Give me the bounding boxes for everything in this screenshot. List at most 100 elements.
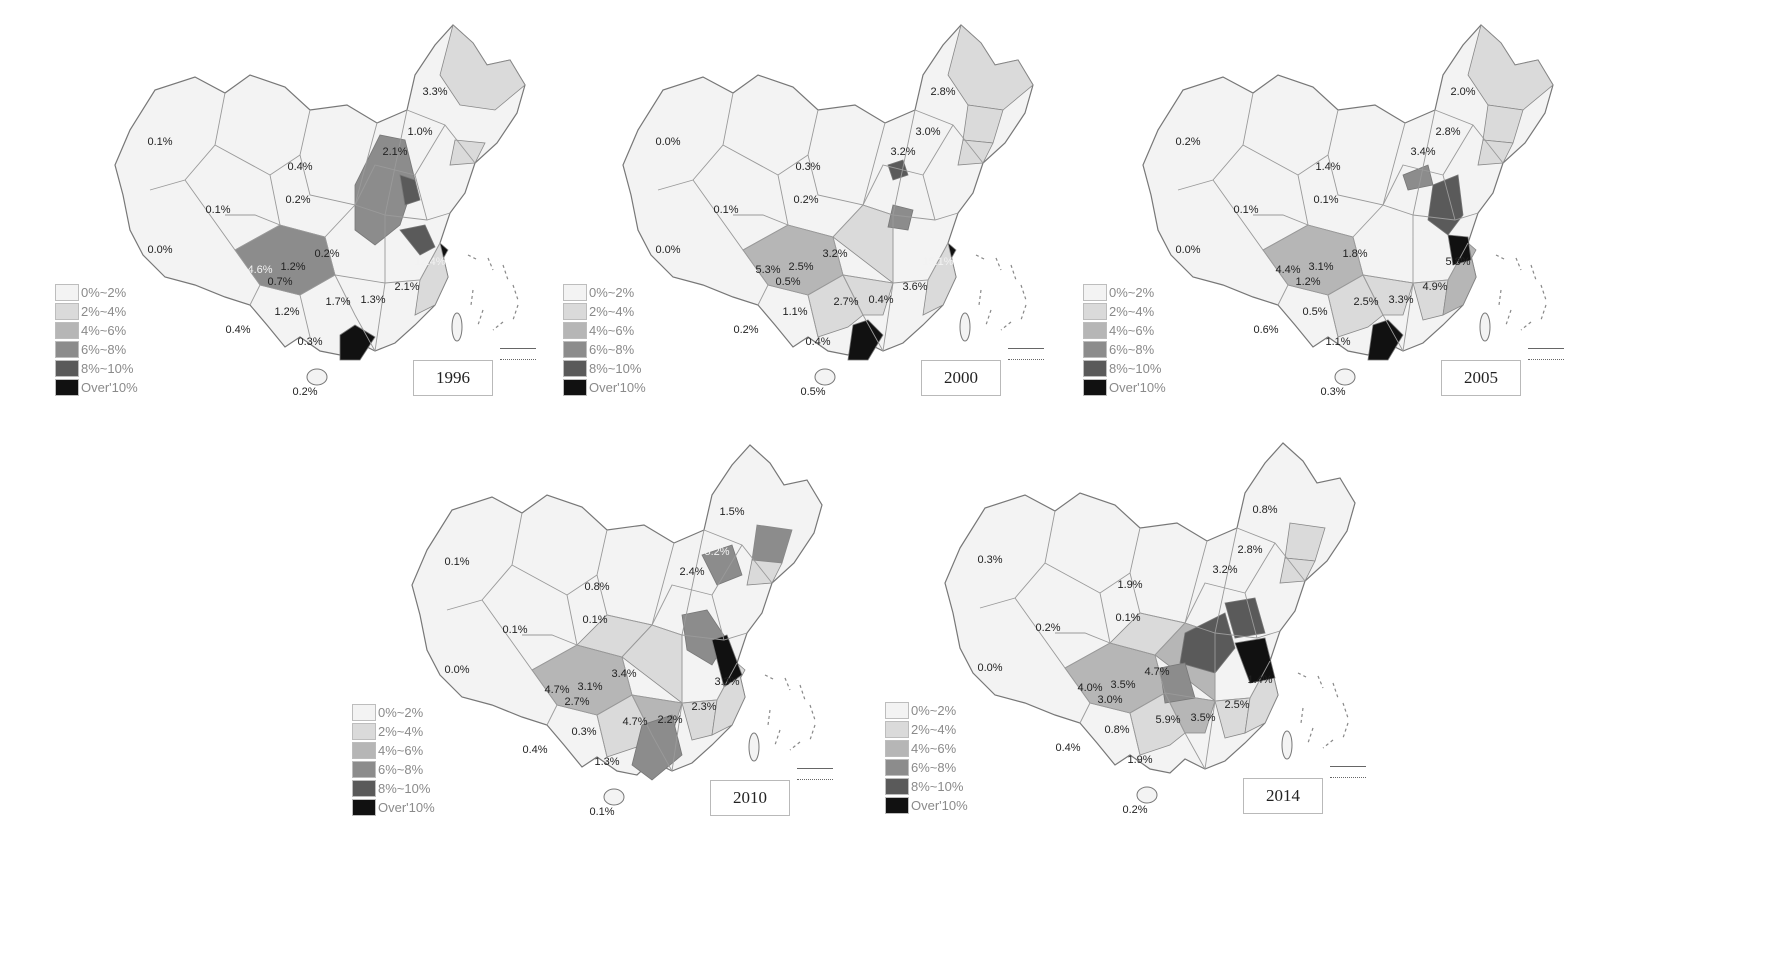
legend-entry: 2%~4% [885,720,995,739]
taiwan-island [748,732,760,762]
region-percent-label: 3.4% [1410,146,1435,158]
province-boundary [1214,660,1271,702]
region-percent-label: 0.1% [1233,204,1258,216]
province-boundary [671,702,683,772]
province-boundary [522,634,578,646]
region-percent-label: 0.3% [1320,386,1345,398]
province-boundary [681,662,738,704]
inset-boundary [764,674,816,751]
legend-label: 8%~10% [1109,361,1162,376]
legend-label: 6%~8% [1109,342,1155,357]
province-boundary [1327,294,1339,338]
legend-entry: Over'10% [563,378,673,397]
region-percent-label: 0.0% [444,664,469,676]
legend-entry: 0%~2% [563,283,673,302]
region-percent-label: 1.2% [274,306,299,318]
province-region [1402,164,1434,191]
province-region [1224,597,1266,639]
province-boundary [531,669,633,716]
legend-entry: 8%~10% [563,359,673,378]
region-percent-label: 0.0% [147,244,172,256]
legend-entry: Over'10% [55,378,165,397]
south-china-sea-inset [467,254,519,331]
region-percent-label: 0.4% [287,161,312,173]
legend-entry: 4%~6% [563,321,673,340]
region-percent-label: 2.7% [564,696,589,708]
region-percent-label: 1.4% [1315,161,1340,173]
legend-entry: 0%~2% [1083,283,1193,302]
province-boundary [1044,527,1141,594]
legend-label: 4%~6% [911,741,957,756]
province-region [1467,24,1554,111]
province-boundary [1253,214,1309,226]
legend-entry: 6%~8% [563,340,673,359]
province-region [449,139,486,166]
province-boundary [546,704,558,726]
legend-entry: Over'10% [352,798,462,817]
legend-label: 4%~6% [81,323,127,338]
province-boundary [1079,702,1091,724]
legend-swatch [55,284,79,301]
province-boundary [1277,284,1289,306]
region-percent-label: 5.2% [704,546,729,558]
legend-label: 0%~2% [911,703,957,718]
region-percent-label: 0.8% [1252,504,1277,516]
legend-swatch [885,702,909,719]
region-percent-label: 0.1% [205,204,230,216]
region-percent-label: 15.1% [922,256,953,268]
province-boundary [742,249,844,296]
province-boundary [1382,164,1444,206]
legend-entry: 6%~8% [55,340,165,359]
legend-entry: Over'10% [885,796,995,815]
legend-entry: 6%~8% [352,760,462,779]
legend-label: 0%~2% [589,285,635,300]
province-boundary [657,92,734,191]
region-percent-label: 0.3% [297,336,322,348]
province-boundary [214,109,311,176]
legend-swatch [352,742,376,759]
province-boundary [882,282,894,352]
province-boundary [149,92,226,191]
legend: 0%~2% 2%~4% 4%~6% 6%~8% 8%~10% Over'10% [55,283,165,397]
legend-label: 6%~8% [81,342,127,357]
region-percent-label: 1.3% [360,294,385,306]
region-percent-label: 3.5% [1110,679,1135,691]
province-boundary [1212,174,1309,251]
year-label: 2005 [1441,360,1521,396]
region-percent-label: 4.7% [1144,666,1169,678]
legend-swatch [352,723,376,740]
region-percent-label: 0.5% [1302,306,1327,318]
hainan-island [814,368,836,386]
legend-swatch [1083,303,1107,320]
province-boundary [692,174,789,251]
province-boundary [1164,692,1206,770]
province-region [1447,234,1472,266]
province-boundary [334,274,376,352]
province-boundary [299,294,311,338]
south-china-sea-inset [764,674,816,751]
province-boundary [184,174,281,251]
legend-swatch [885,721,909,738]
legend-swatch [563,303,587,320]
region-percent-label: 1.1% [782,306,807,318]
region-percent-label: 0.7% [267,276,292,288]
region-percent-label: 0.1% [713,204,738,216]
year-label: 2010 [710,780,790,816]
region-percent-label: 3.2% [890,146,915,158]
region-percent-label: 1.2% [1295,276,1320,288]
region-percent-label: 0.1% [582,614,607,626]
legend-entry: 8%~10% [885,777,995,796]
province-boundary [1262,249,1364,296]
region-percent-label: 1.1% [1325,336,1350,348]
legend-entry: 8%~10% [55,359,165,378]
legend-entry: 4%~6% [885,739,995,758]
region-percent-label: 3.0% [1097,694,1122,706]
hainan-island [1136,786,1158,804]
province-boundary [621,635,683,704]
legend: 0%~2% 2%~4% 4%~6% 6%~8% 8%~10% Over'10% [352,703,462,817]
region-percent-label: 2.5% [1224,699,1249,711]
legend-entry: 2%~4% [55,302,165,321]
legend-swatch [352,780,376,797]
region-percent-label: 1.2% [280,261,305,273]
legend-label: 6%~8% [378,762,424,777]
